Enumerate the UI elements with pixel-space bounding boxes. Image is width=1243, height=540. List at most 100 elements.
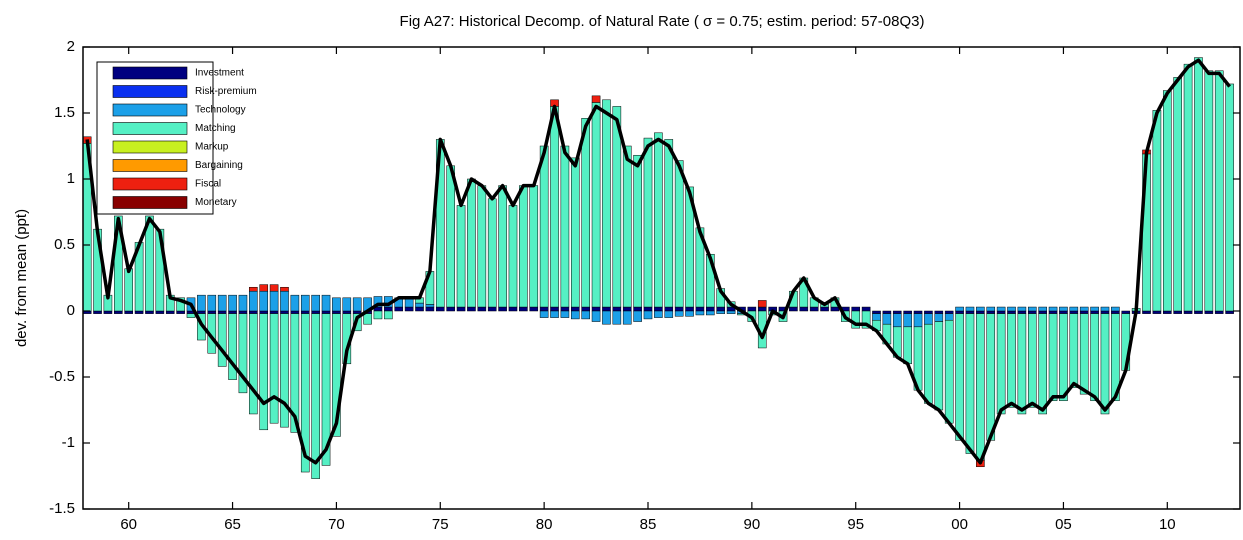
plot-frame: [82, 46, 1241, 510]
bar-segment: [903, 310, 912, 314]
x-tick-label: 85: [640, 516, 657, 533]
legend-label: Risk-premium: [195, 86, 257, 97]
bar-segment: [633, 310, 642, 322]
bar-segment: [1069, 313, 1079, 388]
bar-segment: [1100, 306, 1110, 312]
bar-segment: [415, 302, 424, 308]
bar-segment: [321, 313, 331, 466]
bar-segment: [124, 268, 133, 312]
bar-segment: [1079, 306, 1089, 312]
bar-segment: [290, 294, 300, 312]
bar-segment: [1152, 110, 1162, 312]
bar-segment: [342, 297, 352, 312]
bar-segment: [570, 157, 580, 308]
chart-title: Fig A27: Historical Decomp. of Natural R…: [400, 13, 925, 30]
bar-segment: [238, 294, 248, 312]
bar-segment: [145, 215, 154, 312]
bar-segment: [238, 313, 248, 394]
bar-segment: [986, 313, 996, 441]
bar-segment: [124, 310, 133, 314]
bar-segment: [612, 106, 622, 308]
legend-swatch: [112, 159, 188, 172]
bar-segment: [332, 313, 341, 437]
bar-segment: [425, 306, 435, 312]
x-tick-label: 05: [1055, 516, 1072, 533]
bar-segment: [280, 310, 289, 314]
bar-segment: [300, 310, 310, 314]
bar-segment: [114, 215, 123, 312]
bar-segment: [498, 306, 507, 312]
bar-segment: [1048, 313, 1058, 402]
bar-segment: [269, 290, 279, 312]
bar-segment: [1027, 306, 1037, 312]
legend-label: Markup: [195, 142, 229, 153]
bar-segment: [1162, 90, 1172, 312]
bar-segment: [93, 310, 102, 314]
bar-segment: [654, 306, 663, 312]
bar-segment: [924, 323, 933, 404]
bar-segment: [352, 297, 362, 312]
bar-segment: [716, 306, 726, 312]
bar-segment: [467, 306, 476, 312]
bar-segment: [643, 310, 653, 320]
bar-segment: [394, 306, 404, 312]
bar-segment: [550, 106, 559, 308]
bar-segment: [155, 310, 165, 314]
bar-segment: [685, 186, 694, 308]
bar-segment: [976, 306, 985, 312]
bar-segment: [903, 326, 912, 365]
bar-segment: [311, 313, 320, 479]
bar-segment: [955, 306, 964, 312]
legend-label: Technology: [195, 105, 246, 116]
bar-segment: [996, 310, 1006, 314]
legend: Investment Risk-premium Technology Matching…: [96, 61, 257, 215]
bar-segment: [311, 294, 320, 312]
legend-swatch: [112, 177, 188, 191]
y-tick-label: -1: [62, 434, 75, 451]
bar-segment: [892, 310, 902, 314]
bar-segment: [560, 306, 570, 312]
bar-segment: [477, 306, 487, 312]
bar-segment: [269, 313, 279, 424]
bar-segment: [1038, 306, 1047, 312]
bar-segment: [1090, 310, 1099, 314]
bar-segment: [1173, 77, 1182, 312]
bar-segment: [1017, 310, 1027, 314]
bar-segment: [944, 310, 954, 314]
bar-segment: [955, 310, 964, 314]
bar-segment: [498, 185, 507, 308]
bars: [83, 57, 1234, 479]
bar-segment: [654, 132, 663, 308]
bar-segment: [591, 310, 601, 322]
bar-segment: [872, 313, 881, 321]
bar-segment: [1214, 310, 1224, 314]
bar-segment: [799, 306, 809, 312]
bar-segment: [186, 313, 196, 318]
bar-segment: [986, 310, 996, 314]
legend-label: Matching: [195, 123, 236, 134]
bar-segment: [602, 306, 611, 312]
bar-segment: [913, 310, 923, 314]
legend-label: Monetary: [195, 197, 237, 208]
y-axis-label: dev. from mean (ppt): [13, 209, 30, 347]
bar-segment: [996, 313, 1006, 415]
bar-segment: [384, 306, 393, 312]
bar-segment: [217, 310, 227, 314]
bar-segment: [1152, 310, 1162, 314]
bar-segment: [1214, 70, 1224, 312]
legend-swatch: [112, 85, 188, 98]
bar-segment: [560, 310, 570, 318]
bar-segment: [965, 306, 975, 312]
x-tick-label: 70: [328, 516, 345, 533]
bar-segment: [706, 310, 715, 316]
x-tick-label: 75: [432, 516, 449, 533]
bar-segment: [570, 306, 580, 312]
bar-segment: [176, 310, 185, 314]
bar-segment: [435, 306, 445, 312]
bar-segment: [820, 306, 829, 312]
bar-segment: [685, 306, 694, 312]
bar-segment: [1194, 57, 1203, 312]
bar-segment: [996, 306, 1006, 312]
bar-segment: [446, 306, 455, 312]
x-tick-label: 80: [536, 516, 553, 533]
